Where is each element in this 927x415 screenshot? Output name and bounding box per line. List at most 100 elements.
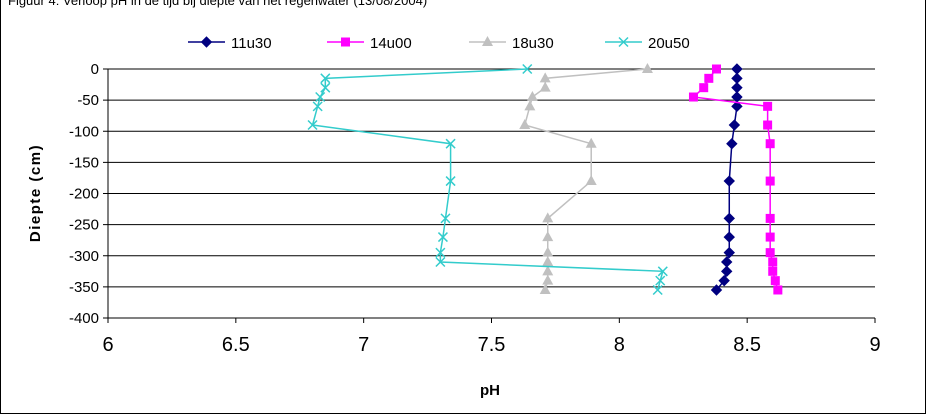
data-point-x-stroke (320, 73, 331, 84)
y-axis-label: Diepte (cm) (27, 144, 44, 242)
data-point-diamond (721, 265, 733, 278)
x-tick-label: 9 (869, 334, 880, 356)
data-point-diamond (718, 274, 730, 287)
legend-label: 18u30 (512, 35, 554, 52)
data-point-square (765, 213, 775, 223)
x-tick-label: 7.5 (478, 334, 506, 356)
series-20u50 (307, 63, 668, 296)
data-point-x-stroke (655, 275, 666, 286)
data-point-triangle (641, 63, 653, 73)
series-layer (307, 63, 783, 296)
data-point-x (618, 36, 629, 48)
y-tick-label: -50 (77, 92, 99, 109)
data-point-x (655, 275, 666, 286)
data-point-x (440, 213, 451, 224)
legend-label: 20u50 (648, 35, 690, 52)
data-point-x (320, 73, 331, 84)
data-point-x-stroke (618, 36, 629, 48)
data-point-x (307, 119, 318, 131)
data-point-x (315, 91, 326, 103)
chart-caption: Figuur 4: Verloop pH in de tijd bij diep… (8, 0, 428, 8)
data-point-square (704, 73, 714, 83)
y-tick-label: -150 (69, 154, 99, 171)
data-point-x-stroke (315, 91, 326, 103)
legend-item-11u30: 11u30 (188, 35, 272, 52)
y-tick-label: -250 (69, 217, 99, 234)
data-point-x (437, 232, 448, 243)
data-point-x-stroke (445, 138, 456, 149)
data-point-diamond (731, 100, 743, 113)
legend: 11u30 14u00 18u30 20u50 (188, 35, 690, 52)
data-point-triangle (526, 91, 538, 102)
x-tick-label: 8.5 (733, 334, 761, 356)
data-point-square (341, 37, 350, 47)
data-point-x (320, 82, 331, 93)
data-point-square (765, 176, 775, 186)
y-tick-label: -200 (69, 186, 99, 203)
x-tick-label: 7 (358, 334, 369, 356)
grid-lines (108, 68, 875, 319)
x-tick-label: 8 (614, 334, 625, 356)
series-18u30 (519, 63, 653, 294)
data-point-x (435, 247, 446, 258)
data-point-x (657, 266, 668, 277)
data-point-x-stroke (320, 82, 331, 93)
data-point-triangle (542, 212, 554, 223)
legend-label: 14u00 (370, 35, 412, 52)
legend-item-20u50: 20u50 (605, 35, 690, 52)
y-tick-label: -100 (69, 123, 99, 140)
y-tick-label: -400 (69, 310, 99, 327)
data-point-triangle (519, 119, 531, 130)
legend-label: 11u30 (231, 35, 272, 52)
data-point-x-stroke (307, 119, 318, 131)
data-point-triangle (542, 255, 554, 266)
data-point-square (768, 266, 778, 276)
data-point-diamond (721, 256, 733, 268)
data-point-square (763, 120, 773, 130)
data-point-diamond (723, 175, 735, 187)
data-point-x-stroke (440, 213, 451, 224)
data-point-x (435, 256, 446, 268)
y-tick-label: 0 (91, 61, 99, 78)
legend-item-18u30: 18u30 (469, 35, 554, 52)
data-point-x-stroke (522, 63, 533, 75)
data-point-x-stroke (312, 101, 323, 112)
data-point-square (768, 257, 778, 267)
data-point-square (688, 92, 698, 102)
y-tick-label: -350 (69, 279, 99, 296)
data-point-triangle (482, 36, 493, 46)
data-point-triangle (542, 274, 554, 285)
data-point-x (522, 63, 533, 75)
data-point-x-stroke (445, 176, 456, 187)
data-point-square (765, 248, 775, 258)
data-point-diamond (731, 81, 743, 94)
data-point-x (312, 101, 323, 112)
data-point-x-stroke (657, 266, 668, 277)
data-point-diamond (731, 72, 743, 85)
data-point-triangle (585, 175, 597, 186)
data-point-triangle (542, 265, 554, 276)
data-point-x (652, 284, 663, 296)
legend-item-14u00: 14u00 (327, 35, 412, 52)
data-point-triangle (542, 231, 554, 242)
data-point-diamond (726, 137, 738, 150)
data-point-x-stroke (435, 247, 446, 258)
data-point-triangle (524, 100, 536, 111)
data-point-triangle (539, 81, 551, 92)
series-line (523, 68, 648, 291)
data-point-x (445, 138, 456, 149)
data-point-square (765, 139, 775, 149)
data-point-square (770, 276, 780, 286)
data-point-x-stroke (652, 284, 663, 296)
y-tick-label: -300 (69, 248, 99, 265)
data-point-triangle (539, 72, 551, 83)
data-point-x-stroke (437, 232, 448, 243)
data-point-square (699, 83, 709, 93)
data-point-diamond (723, 246, 735, 259)
data-point-diamond (728, 119, 741, 131)
data-point-square (765, 232, 775, 242)
x-axis-label: pH (480, 382, 500, 399)
